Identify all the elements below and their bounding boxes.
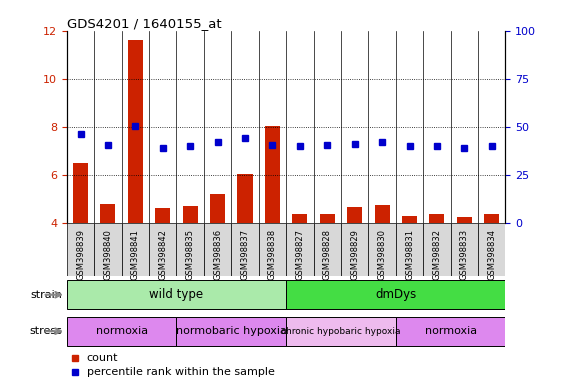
Text: GSM398839: GSM398839 [76, 229, 85, 280]
Bar [128, 40, 143, 223]
Bar [177, 223, 204, 276]
Text: dmDys: dmDys [375, 288, 417, 301]
Bar [204, 223, 231, 276]
Bar [67, 223, 94, 276]
Bar [101, 204, 116, 223]
Bar [484, 214, 499, 223]
Bar [375, 205, 390, 223]
Bar [423, 223, 451, 276]
Bar [451, 223, 478, 276]
Text: GSM398832: GSM398832 [432, 229, 442, 280]
Bar [155, 209, 170, 223]
Text: GSM398842: GSM398842 [158, 229, 167, 280]
Text: GSM398835: GSM398835 [186, 229, 195, 280]
Bar [320, 214, 335, 223]
Bar [396, 223, 423, 276]
Text: wild type: wild type [149, 288, 203, 301]
Text: GSM398836: GSM398836 [213, 229, 222, 280]
Text: GSM398834: GSM398834 [487, 229, 496, 280]
Bar [265, 126, 280, 223]
Bar [286, 280, 505, 310]
Bar [457, 217, 472, 223]
Bar [259, 223, 286, 276]
Text: GSM398837: GSM398837 [241, 229, 249, 280]
Bar [73, 163, 88, 223]
Text: GSM398830: GSM398830 [378, 229, 386, 280]
Bar [292, 214, 307, 223]
Text: GSM398831: GSM398831 [405, 229, 414, 280]
Bar [121, 223, 149, 276]
Bar [429, 214, 444, 223]
Bar [149, 223, 177, 276]
Bar [67, 280, 286, 310]
Text: GSM398838: GSM398838 [268, 229, 277, 280]
Bar [396, 316, 505, 346]
Text: normoxia: normoxia [425, 326, 476, 336]
Bar [286, 223, 314, 276]
Bar [177, 316, 286, 346]
Bar [402, 215, 417, 223]
Text: GSM398828: GSM398828 [323, 229, 332, 280]
Bar [210, 194, 225, 223]
Text: GSM398829: GSM398829 [350, 229, 359, 280]
Text: count: count [87, 353, 118, 363]
Text: normobaric hypoxia: normobaric hypoxia [176, 326, 287, 336]
Bar [478, 223, 505, 276]
Bar [238, 174, 253, 223]
Bar [231, 223, 259, 276]
Bar [94, 223, 121, 276]
Text: strain: strain [31, 290, 62, 300]
Text: stress: stress [30, 326, 62, 336]
Bar [368, 223, 396, 276]
Bar [182, 206, 198, 223]
Text: GSM398840: GSM398840 [103, 229, 113, 280]
Text: GSM398833: GSM398833 [460, 229, 469, 280]
Text: GDS4201 / 1640155_at: GDS4201 / 1640155_at [67, 17, 221, 30]
Text: chronic hypobaric hypoxia: chronic hypobaric hypoxia [281, 327, 401, 336]
Bar [286, 316, 396, 346]
Text: GSM398827: GSM398827 [295, 229, 304, 280]
Bar [314, 223, 341, 276]
Text: percentile rank within the sample: percentile rank within the sample [87, 367, 274, 377]
Text: normoxia: normoxia [96, 326, 148, 336]
Bar [341, 223, 368, 276]
Bar [67, 316, 177, 346]
Text: GSM398841: GSM398841 [131, 229, 140, 280]
Bar [347, 207, 362, 223]
